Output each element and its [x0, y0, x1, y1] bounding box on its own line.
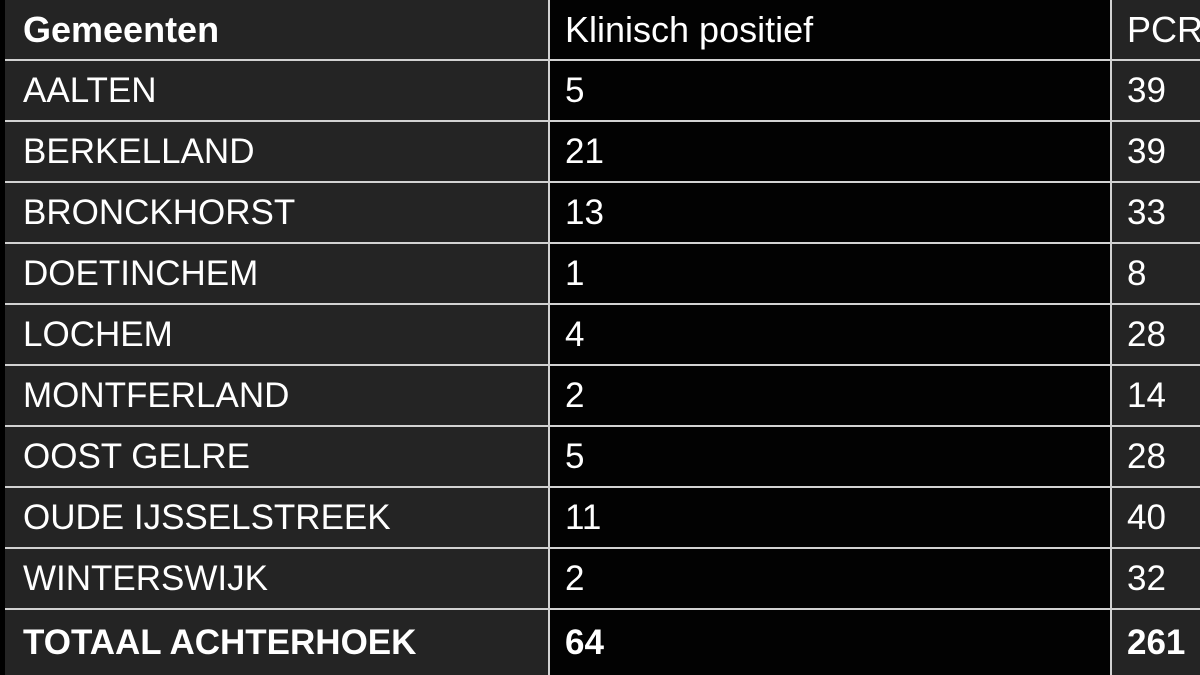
- cell-gemeente: WINTERSWIJK: [5, 547, 548, 608]
- col-header-gemeenten: Gemeenten: [5, 0, 548, 59]
- cell-pcr: 39: [1110, 59, 1200, 120]
- cell-pcr: 8: [1110, 242, 1200, 303]
- cell-gemeente: MONTFERLAND: [5, 364, 548, 425]
- data-table: Gemeenten Klinisch positief PCR AALTEN 5…: [5, 0, 1200, 675]
- cell-total-label: TOTAAL ACHTERHOEK: [5, 608, 548, 675]
- cell-klinisch-positief: 4: [548, 303, 1110, 364]
- cell-gemeente: LOCHEM: [5, 303, 548, 364]
- cell-klinisch-positief: 5: [548, 425, 1110, 486]
- cell-klinisch-positief: 21: [548, 120, 1110, 181]
- cell-pcr: 40: [1110, 486, 1200, 547]
- cell-gemeente: OUDE IJSSELSTREEK: [5, 486, 548, 547]
- cell-pcr: 14: [1110, 364, 1200, 425]
- cell-total-pcr: 261: [1110, 608, 1200, 675]
- cell-klinisch-positief: 2: [548, 364, 1110, 425]
- cell-pcr: 39: [1110, 120, 1200, 181]
- cell-klinisch-positief: 13: [548, 181, 1110, 242]
- cell-pcr: 28: [1110, 303, 1200, 364]
- cell-klinisch-positief: 2: [548, 547, 1110, 608]
- cell-klinisch-positief: 11: [548, 486, 1110, 547]
- cell-gemeente: BERKELLAND: [5, 120, 548, 181]
- cell-gemeente: AALTEN: [5, 59, 548, 120]
- col-header-pcr: PCR: [1110, 0, 1200, 59]
- cell-pcr: 33: [1110, 181, 1200, 242]
- cell-pcr: 32: [1110, 547, 1200, 608]
- cell-total-klinisch-positief: 64: [548, 608, 1110, 675]
- cell-klinisch-positief: 5: [548, 59, 1110, 120]
- cell-gemeente: OOST GELRE: [5, 425, 548, 486]
- cell-gemeente: BRONCKHORST: [5, 181, 548, 242]
- col-header-klinisch-positief: Klinisch positief: [548, 0, 1110, 59]
- cell-pcr: 28: [1110, 425, 1200, 486]
- cell-gemeente: DOETINCHEM: [5, 242, 548, 303]
- cell-klinisch-positief: 1: [548, 242, 1110, 303]
